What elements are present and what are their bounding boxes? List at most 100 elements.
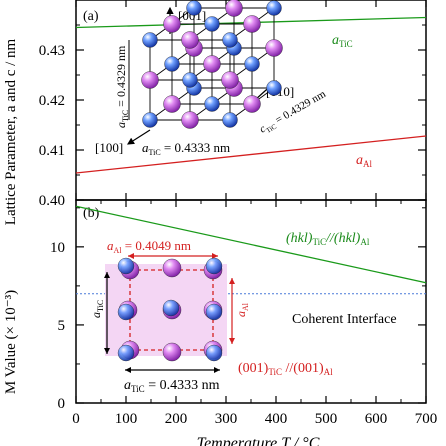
label-a-al-sub: Al [363,159,372,169]
tic-bottom-arrow-head-right [214,367,220,373]
label-a-tic-main: a [332,33,339,48]
plane-main: (001) [238,361,269,376]
tic-atom [117,303,135,321]
al-top-arrow-head-right [212,253,218,259]
ylabel-top: Lattice Parameter, a and c / nm [3,38,19,225]
c-dim-a: a [114,122,128,128]
y-tick-label: 0.40 [39,193,65,209]
panel-b-series [75,205,427,295]
series-line-a-al [75,135,427,174]
carbon-atom [204,16,220,32]
x-tick-label: 600 [365,411,388,427]
tic-lattice-atoms [141,0,283,129]
tic-atom [117,344,135,362]
interface-cell-inset: aAl = 0.4049 nm aTiC aAl aTiC = 0.4333 n… [89,238,250,394]
tic-left-label: aTiC [89,300,105,318]
y-tick-label: 0.41 [39,143,65,159]
al-top-value: = 0.4049 nm [122,238,191,253]
titanium-atom [243,15,261,33]
tic-left-arrow-head-bottom [104,348,110,354]
al-right-arrow-head-bottom [229,338,235,344]
label-a-tic-sub: TiC [339,39,353,49]
tic-left-a: a [89,312,103,318]
carbon-atom [182,72,198,88]
al-right-a: a [234,311,248,317]
carbon-atom [204,96,220,112]
panel-b-tag: (b) [83,206,100,221]
a-dimension-label: aTiC = 0.4333 nm [142,140,230,157]
tic-bottom-a: a [124,378,131,393]
x-tick-label: 100 [115,411,138,427]
xlabel: Temperature T / °C [197,435,320,446]
tic-atom [205,257,223,275]
al-top-a: a [107,238,114,253]
label-b-plane: (001)TiC //(001)Al [238,361,333,377]
tic-atom [205,303,223,321]
carbon-atom [266,80,282,96]
a-dim-a: a [142,140,149,155]
titanium-atom [265,39,283,57]
tic-unit-cell-inset: [001] [010] [100] aTiC = 0.4329 nm cTiC … [95,0,328,157]
y-tick-label: 0.43 [39,43,65,59]
aluminum-atom [162,342,182,362]
titanium-atom [243,95,261,113]
label-a-al: aAl [356,153,372,169]
a-dim-value: = 0.4333 nm [161,140,230,155]
x-tick-label: 200 [165,411,188,427]
x-tick-label: 400 [265,411,288,427]
carbon-atom [222,32,238,48]
hkl-main: (hkl) [286,231,313,246]
c-dim-value: = 0.4329 nm [114,45,128,110]
titanium-atom [163,95,181,113]
b-dim-a: c [258,123,268,136]
plane-sub1: TiC [268,367,282,377]
al-top-label: aAl = 0.4049 nm [107,238,191,255]
carbon-atom [266,0,282,16]
titanium-atom [181,31,199,49]
label-b-hkl: (hkl)TiC//(hkl)Al [286,231,370,247]
tic-bottom-label: aTiC = 0.4333 nm [124,378,220,394]
c-dim-sub: TiC [121,110,130,122]
tic-left-arrow-head-top [104,272,110,278]
x-tick-label: 300 [215,411,238,427]
interface-atoms [117,257,223,362]
hkl-sub2: Al [360,237,369,247]
x-tick-label: 500 [315,411,338,427]
tic-bottom-arrow-head-left [125,367,131,373]
carbon-atom [222,112,238,128]
y-tick-label: 0.42 [39,93,65,109]
plane-mid: //(001) [282,361,324,376]
axis-ticks: 0 100 200 300 400 500 600 700 0.40 0.41 0.42 0.43 0 5… [39,0,438,427]
carbon-atom [164,56,180,72]
al-right-sub: Al [241,302,250,311]
panel-a-tag: (a) [83,9,99,24]
series-line-hkl [75,205,427,284]
tic-atom [205,344,223,362]
carbon-atom [244,56,260,72]
aluminum-atom [162,258,182,278]
label-a-al-main: a [356,153,363,168]
tic-atom [117,257,135,275]
y-tick-label: 10 [50,240,65,256]
tic-bottom-value: = 0.4333 nm [145,378,220,393]
ylabel-bottom: M Value (× 10⁻³) [3,290,19,394]
tic-atom [162,299,180,317]
a-dim-sub: TiC [149,148,161,157]
titanium-atom [141,71,159,89]
titanium-atom [163,15,181,33]
y-tick-label: 5 [58,318,66,334]
axis-100-arrow [126,129,151,145]
plane-sub2: Al [324,367,333,377]
al-top-arrow-head-left [128,253,134,259]
tic-left-sub: TiC [96,300,105,312]
carbon-atom [186,0,202,16]
label-b-interface: Coherent Interface [292,312,397,327]
label-a-tic: aTiC [332,33,353,49]
axis-100-label: [100] [95,140,123,155]
titanium-atom [181,111,199,129]
x-tick-label: 0 [72,411,80,427]
carbon-atom [142,112,158,128]
c-dimension-label: aTiC = 0.4329 nm [114,45,130,128]
x-tick-label: 700 [415,411,438,427]
